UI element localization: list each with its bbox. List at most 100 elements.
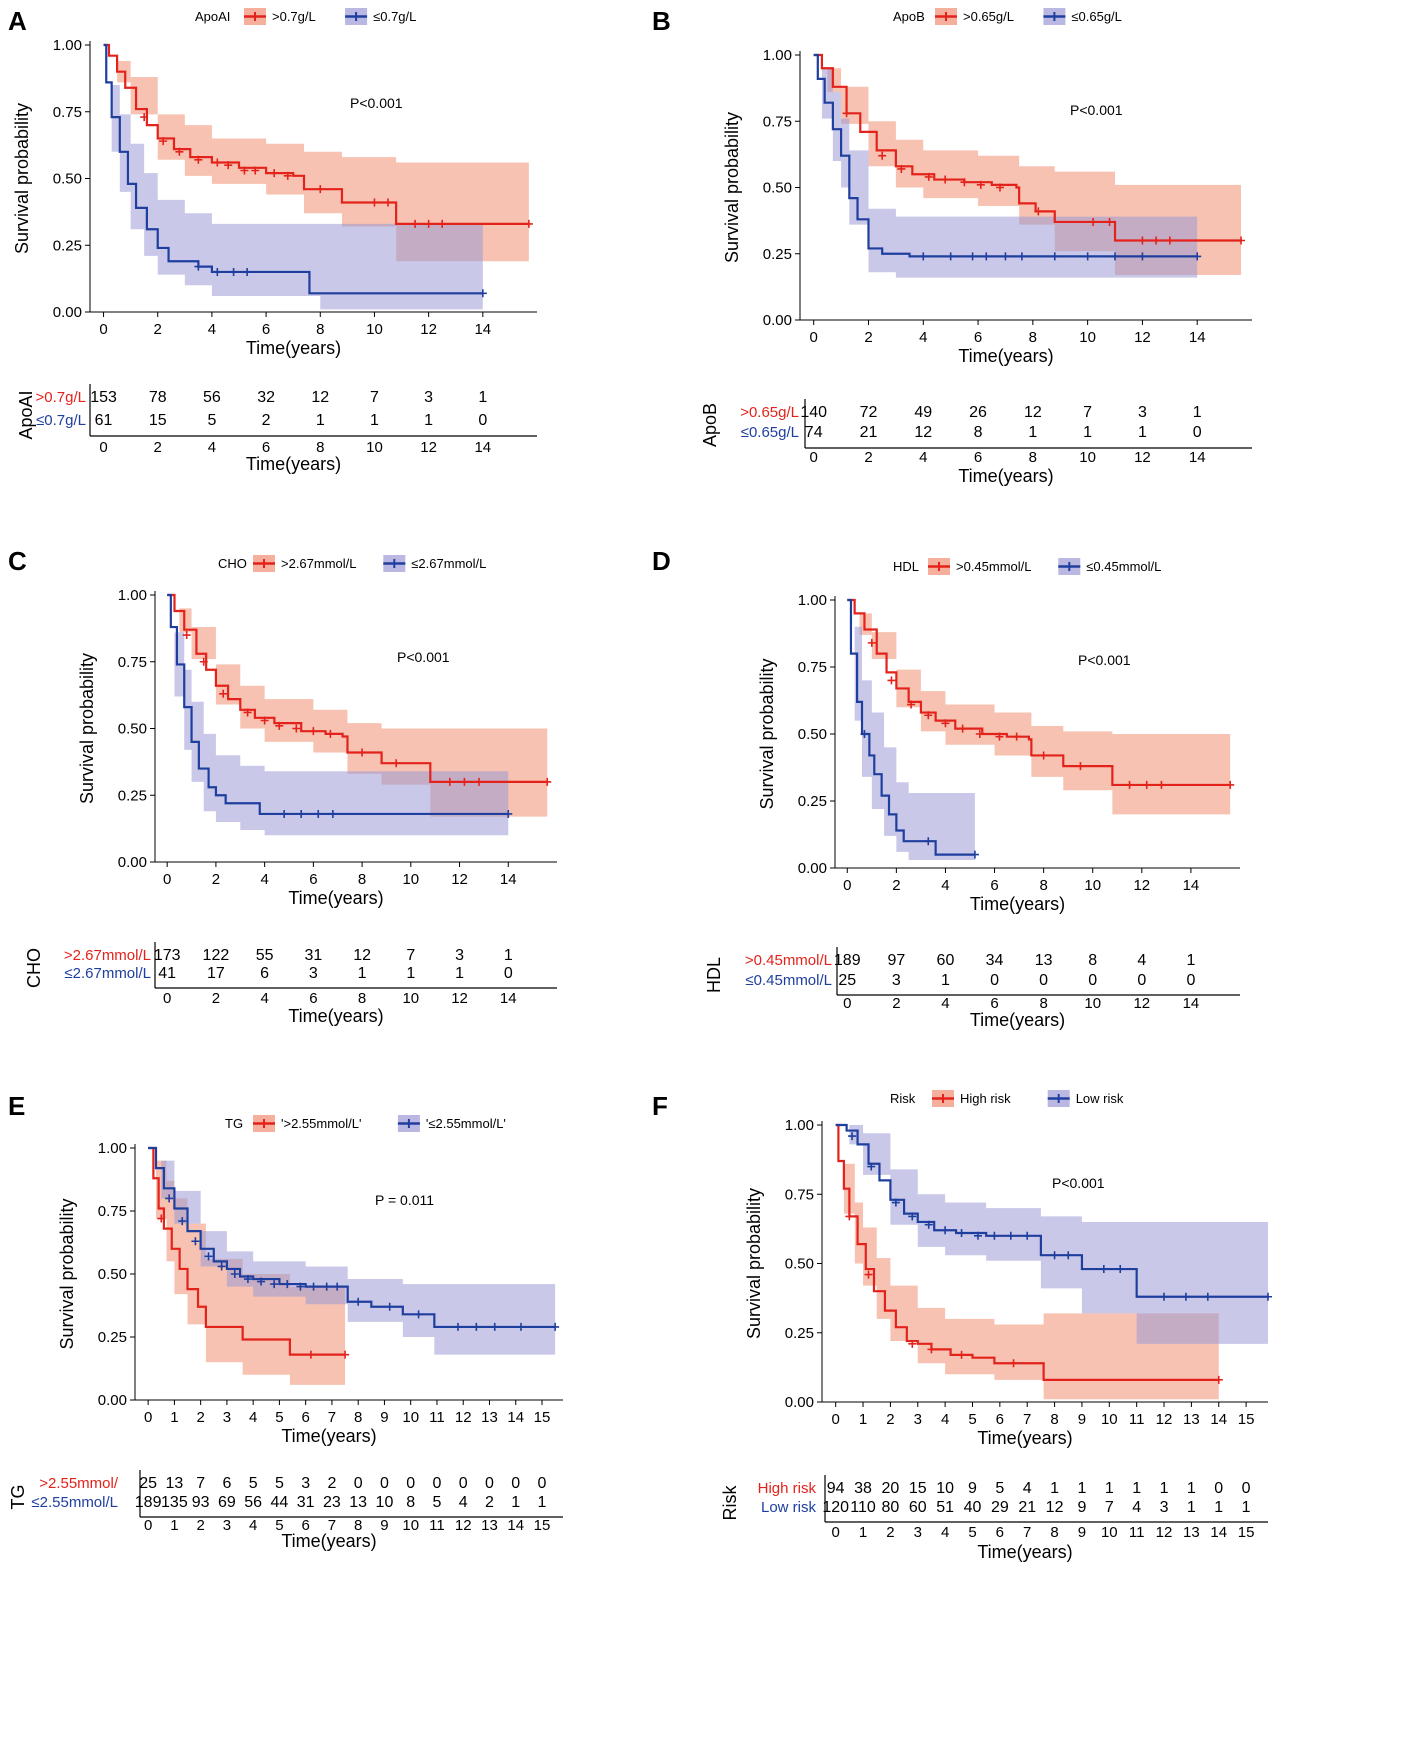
panel-f-x-tick-label: 11	[1129, 1411, 1145, 1428]
panel-f-risk-time-label: 3	[914, 1524, 922, 1541]
panel-d-risk-count: 1	[1186, 952, 1195, 969]
panel-d-x-tick-label: 14	[1183, 877, 1200, 894]
panel-d-risk-count: 0	[1039, 972, 1048, 989]
panel-f-censor-mark	[1064, 1251, 1073, 1260]
panel-d-censor-mark	[995, 732, 1004, 741]
panel-b-risk-count: 12	[914, 424, 932, 441]
panel-b-censor-mark	[1152, 236, 1161, 245]
panel-e-survival-curve-1	[148, 1146, 346, 1356]
panel-b-x-tick-label: 0	[810, 329, 818, 346]
panel-f-risk-count: 15	[909, 1480, 927, 1497]
panel-e-risk-count: 7	[196, 1475, 205, 1492]
panel-e-risk-count: 44	[271, 1494, 289, 1511]
panel-f-risk-x-axis-title: Time(years)	[977, 1542, 1072, 1562]
panel-c-risk-time-label: 8	[358, 990, 366, 1007]
panel-e-y-tick-label: 0.75	[98, 1203, 127, 1220]
panel-c-risk-x-axis-title: Time(years)	[288, 1006, 383, 1026]
panel-c-risk-count: 6	[260, 965, 269, 982]
panel-e-x-tick-label: 2	[196, 1409, 204, 1426]
panel-c-censor-mark	[475, 777, 484, 786]
panel-f-censor-mark	[1214, 1375, 1223, 1384]
panel-c-x-axis-title: Time(years)	[288, 888, 383, 908]
panel-b-risk-group-label-1: >0.65g/L	[740, 404, 799, 421]
panel-a-x-axis-title: Time(years)	[246, 338, 341, 358]
panel-e-risk-count: 4	[459, 1494, 468, 1511]
panel-a-survival-curve-1	[103, 43, 529, 225]
panel-c-risk-count: 1	[358, 965, 367, 982]
panel-d-risk-count: 189	[834, 952, 861, 969]
panel-d-risk-group-label-2: ≤0.45mmol/L	[745, 972, 832, 989]
panel-f-risk-time-label: 14	[1210, 1524, 1227, 1541]
panel-c-risk-count: 31	[304, 947, 322, 964]
panel-f-censor-mark	[1006, 1231, 1015, 1240]
panel-f-risk-count: 1	[1077, 1480, 1086, 1497]
panel-b-risk-time-label: 14	[1189, 449, 1206, 466]
panel-b-censor-mark	[982, 252, 991, 261]
panel-f-censor-mark	[1203, 1292, 1212, 1301]
panel-f-x-tick-label: 15	[1238, 1411, 1255, 1428]
panel-f-risk-time-label: 1	[859, 1524, 867, 1541]
panel-a-censor-mark	[194, 155, 203, 164]
panel-a-p-value: P<0.001	[350, 95, 403, 111]
panel-a-risk-group-label-2: ≤0.7g/L	[36, 412, 86, 429]
panel-a-y-tick-label: 0.00	[53, 304, 82, 321]
panel-e-y-tick-label: 0.50	[98, 1266, 127, 1283]
panel-d-censor-mark	[860, 730, 869, 738]
panel-b-risk-count: 1	[1193, 404, 1202, 421]
panel-e-censor-mark	[309, 1282, 318, 1291]
panel-a-censor-mark	[251, 166, 260, 175]
panel-d-risk-time-label: 10	[1084, 995, 1101, 1012]
panel-d-censor-mark	[907, 700, 916, 709]
panel-c-risk-count: 173	[154, 947, 181, 964]
panel-c-x-tick-label: 0	[163, 871, 171, 888]
panel-b-risk-time-label: 4	[919, 449, 927, 466]
panel-a-risk-count: 1	[478, 389, 487, 406]
panel-d-x-tick-label: 8	[1039, 877, 1047, 894]
panel-e-x-tick-label: 11	[429, 1409, 445, 1426]
panel-e-y-tick-label: 1.00	[98, 1140, 127, 1157]
panel-f-p-value: P<0.001	[1052, 1175, 1105, 1191]
panel-a-x-tick-label: 10	[366, 321, 383, 338]
panel-b-risk-count: 1	[1028, 424, 1037, 441]
panel-e-censor-mark	[306, 1350, 315, 1359]
panel-a-risk-time-label: 6	[262, 439, 270, 456]
panel-a-x-tick-label: 4	[208, 321, 216, 338]
panel-e-censor-mark	[551, 1322, 560, 1331]
panel-b-censor-mark	[919, 252, 928, 261]
panel-a-x-tick-label: 0	[99, 321, 107, 338]
panel-f-risk-count: 1	[1132, 1480, 1141, 1497]
panel-f-x-tick-label: 12	[1156, 1411, 1173, 1428]
panel-e-risk-count: 69	[218, 1494, 236, 1511]
panel-e-risk-count: 8	[406, 1494, 415, 1511]
panel-f-legend-label-2: Low risk	[1076, 1091, 1124, 1106]
panel-e-x-tick-label: 14	[507, 1409, 524, 1426]
panel-f-censor-mark	[957, 1229, 966, 1238]
panel-e-legend-title: TG	[225, 1116, 243, 1131]
panel-f-risk-count: 1	[1160, 1480, 1169, 1497]
panel-a-legend-label-2: ≤0.7g/L	[373, 9, 416, 24]
panel-f-censor-mark	[1181, 1292, 1190, 1301]
panel-f-censor-mark	[1023, 1231, 1032, 1240]
panel-e-legend-label-2: '≤2.55mmol/L'	[426, 1116, 506, 1131]
panel-c-x-tick-label: 8	[358, 871, 366, 888]
panel-b-censor-mark	[1237, 236, 1246, 245]
panel-f-x-tick-label: 14	[1210, 1411, 1227, 1428]
panel-c-censor-mark	[243, 708, 252, 717]
panel-e-x-axis-title: Time(years)	[281, 1426, 376, 1446]
panel-a-censor-mark	[213, 158, 222, 167]
panel-b-y-tick-label: 0.00	[763, 312, 792, 329]
panel-e-censor-mark	[354, 1297, 363, 1306]
panel-b-x-tick-label: 4	[919, 329, 927, 346]
panel-f-survival-curve-2	[835, 1123, 1268, 1298]
panel-e-risk-count: 0	[433, 1475, 442, 1492]
panel-d-censor-mark	[887, 676, 896, 685]
panel-f-risk-time-label: 13	[1183, 1524, 1200, 1541]
panel-e-censor-mark	[322, 1282, 331, 1291]
panel-f-x-tick-label: 4	[941, 1411, 949, 1428]
panel-b-risk-count: 74	[805, 424, 823, 441]
panel-d-risk-count: 0	[1088, 972, 1097, 989]
panel-b-censor-mark	[1001, 252, 1010, 261]
panel-c-risk-count: 17	[207, 965, 225, 982]
panel-c-censor-mark	[358, 748, 367, 757]
panel-f-risk-time-label: 7	[1023, 1524, 1031, 1541]
